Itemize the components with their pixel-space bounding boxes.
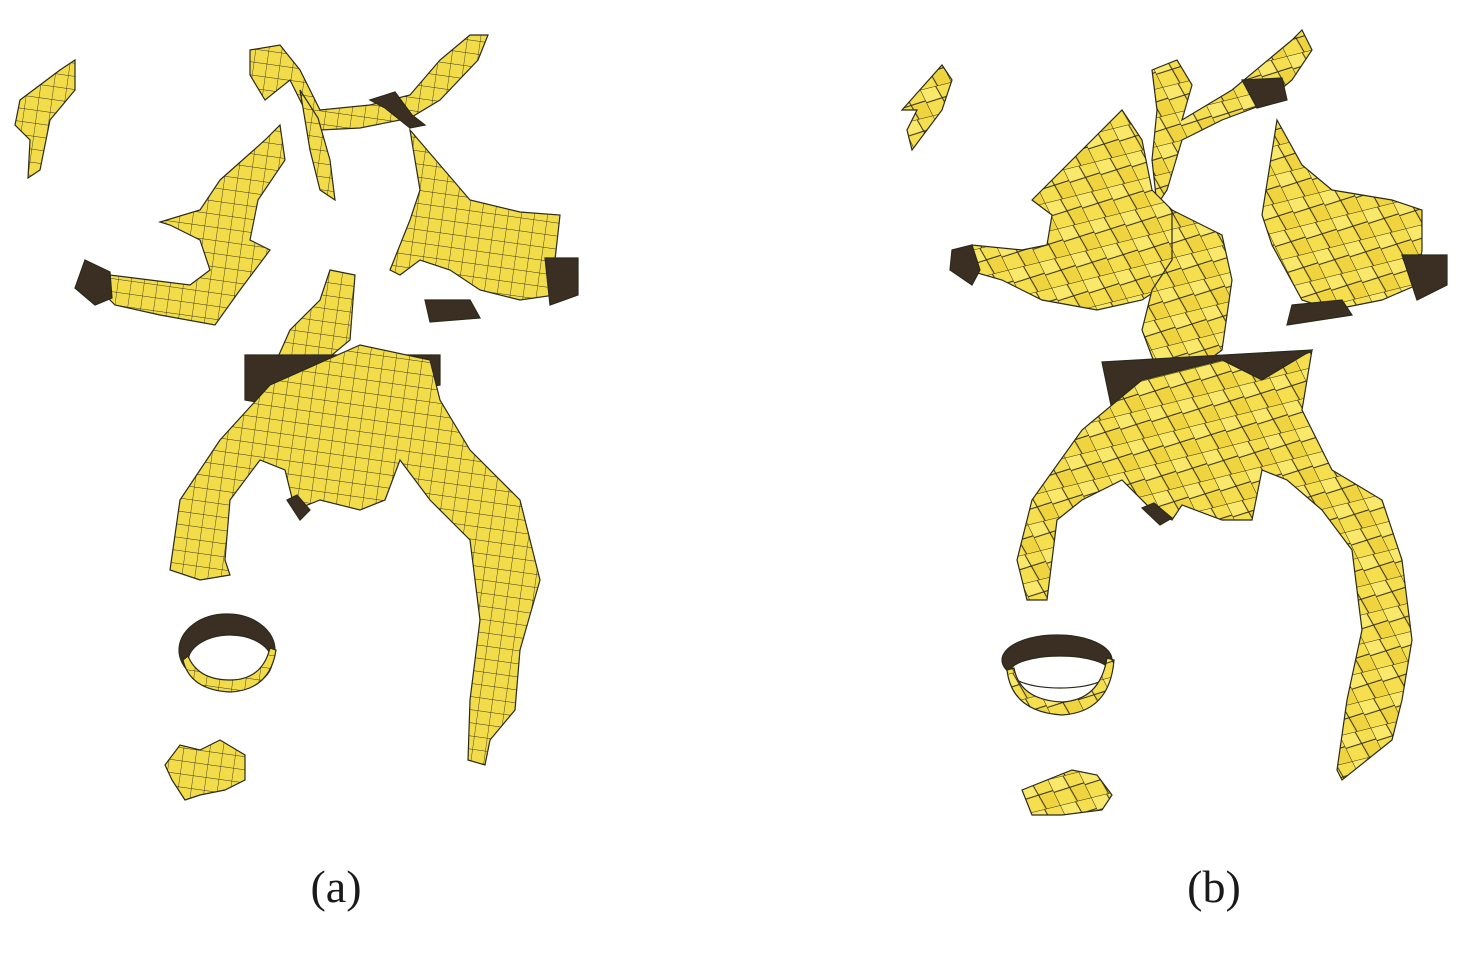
fragment-right-branch-b [1261, 118, 1423, 311]
fragment-left-branch-b [966, 109, 1183, 311]
panel-b-coarse-mesh: (b) [732, 0, 1464, 965]
fragment-right-branch [389, 127, 561, 301]
vessel-fragments-b [900, 28, 1448, 816]
fragment-lower-notch-b [1140, 502, 1174, 526]
fragment-right-lower-cap [424, 299, 481, 323]
fragment-top-left [14, 58, 76, 180]
fragment-lower-trunk [169, 344, 541, 766]
fragment-bottom [164, 739, 246, 801]
caption-a: (a) [310, 861, 362, 912]
fragment-lower-notch [286, 494, 311, 521]
fragment-right-branch-cap-b [1401, 254, 1448, 301]
fragment-lower-trunk-b [1016, 348, 1413, 781]
fragment-ring-hole-b [1009, 655, 1111, 689]
fragment-ring-front [182, 647, 277, 693]
fragment-ring-front-b [1006, 657, 1115, 716]
caption-b: (b) [1187, 861, 1241, 912]
fragment-top-arch-inner-b [1241, 77, 1288, 109]
fragment-left-branch [99, 123, 286, 326]
fragment-left-branch-cap [74, 259, 113, 306]
panel-a-fine-mesh: (a) [14, 34, 579, 912]
fragment-right-lower-cap-b [1286, 299, 1354, 326]
fragment-top-left-b [900, 64, 953, 152]
fragment-top-arch-inner [368, 91, 427, 129]
fragment-right-branch-cap [544, 257, 579, 306]
fragment-central-stem [299, 89, 336, 202]
fragment-top-arch-b [1151, 28, 1313, 207]
vessel-mesh-b [900, 28, 1448, 816]
vessel-mesh-a [14, 34, 579, 801]
fragment-bottom-b [1021, 769, 1113, 816]
vessel-fragments-a [14, 34, 579, 801]
fragment-left-branch-cap-b [949, 244, 981, 286]
fragment-top-arch [249, 34, 489, 131]
